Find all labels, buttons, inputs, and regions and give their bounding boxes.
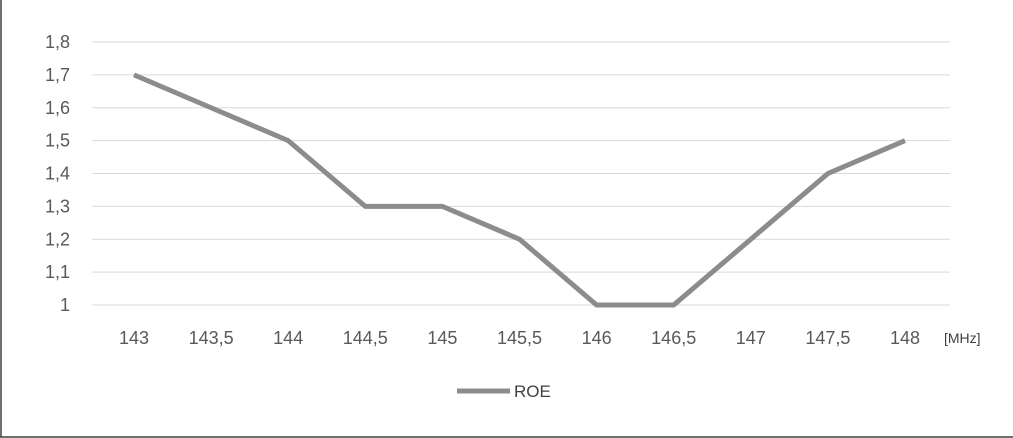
y-tick-label-7: 1,7 [45, 65, 70, 85]
y-tick-label-1: 1,1 [45, 262, 70, 282]
x-tick-label-4: 145 [427, 328, 457, 348]
series-lines [133, 72, 906, 308]
legend-label-roe: ROE [514, 382, 551, 401]
y-tick-label-5: 1,5 [45, 131, 70, 151]
series-line-0 [133, 72, 906, 308]
x-tick-label-9: 147,5 [805, 328, 850, 348]
x-tick-label-7: 146,5 [651, 328, 696, 348]
x-axis-unit-label: [MHz] [944, 330, 981, 346]
x-tick-label-5: 145,5 [497, 328, 542, 348]
x-tick-label-10: 148 [890, 328, 920, 348]
y-tick-label-0: 1 [60, 295, 70, 315]
y-tick-label-8: 1,8 [45, 32, 70, 52]
y-tick-label-6: 1,6 [45, 98, 70, 118]
y-tick-label-2: 1,2 [45, 229, 70, 249]
y-tick-label-3: 1,3 [45, 196, 70, 216]
x-tick-label-2: 144 [273, 328, 303, 348]
x-tick-label-0: 143 [119, 328, 149, 348]
x-tick-label-3: 144,5 [343, 328, 388, 348]
y-tick-label-4: 1,4 [45, 164, 70, 184]
y-axis-tick-labels: 1 1,1 1,2 1,3 1,4 1,5 1,6 1,7 1,8 [45, 32, 70, 315]
gridlines [92, 41, 950, 306]
x-tick-label-6: 146 [582, 328, 612, 348]
x-tick-label-1: 143,5 [189, 328, 234, 348]
legend: ROE [457, 382, 551, 401]
x-axis-tick-labels: 143 143,5 144 144,5 145 145,5 146 146,5 147 147,5… [119, 328, 920, 348]
x-tick-label-8: 147 [736, 328, 766, 348]
